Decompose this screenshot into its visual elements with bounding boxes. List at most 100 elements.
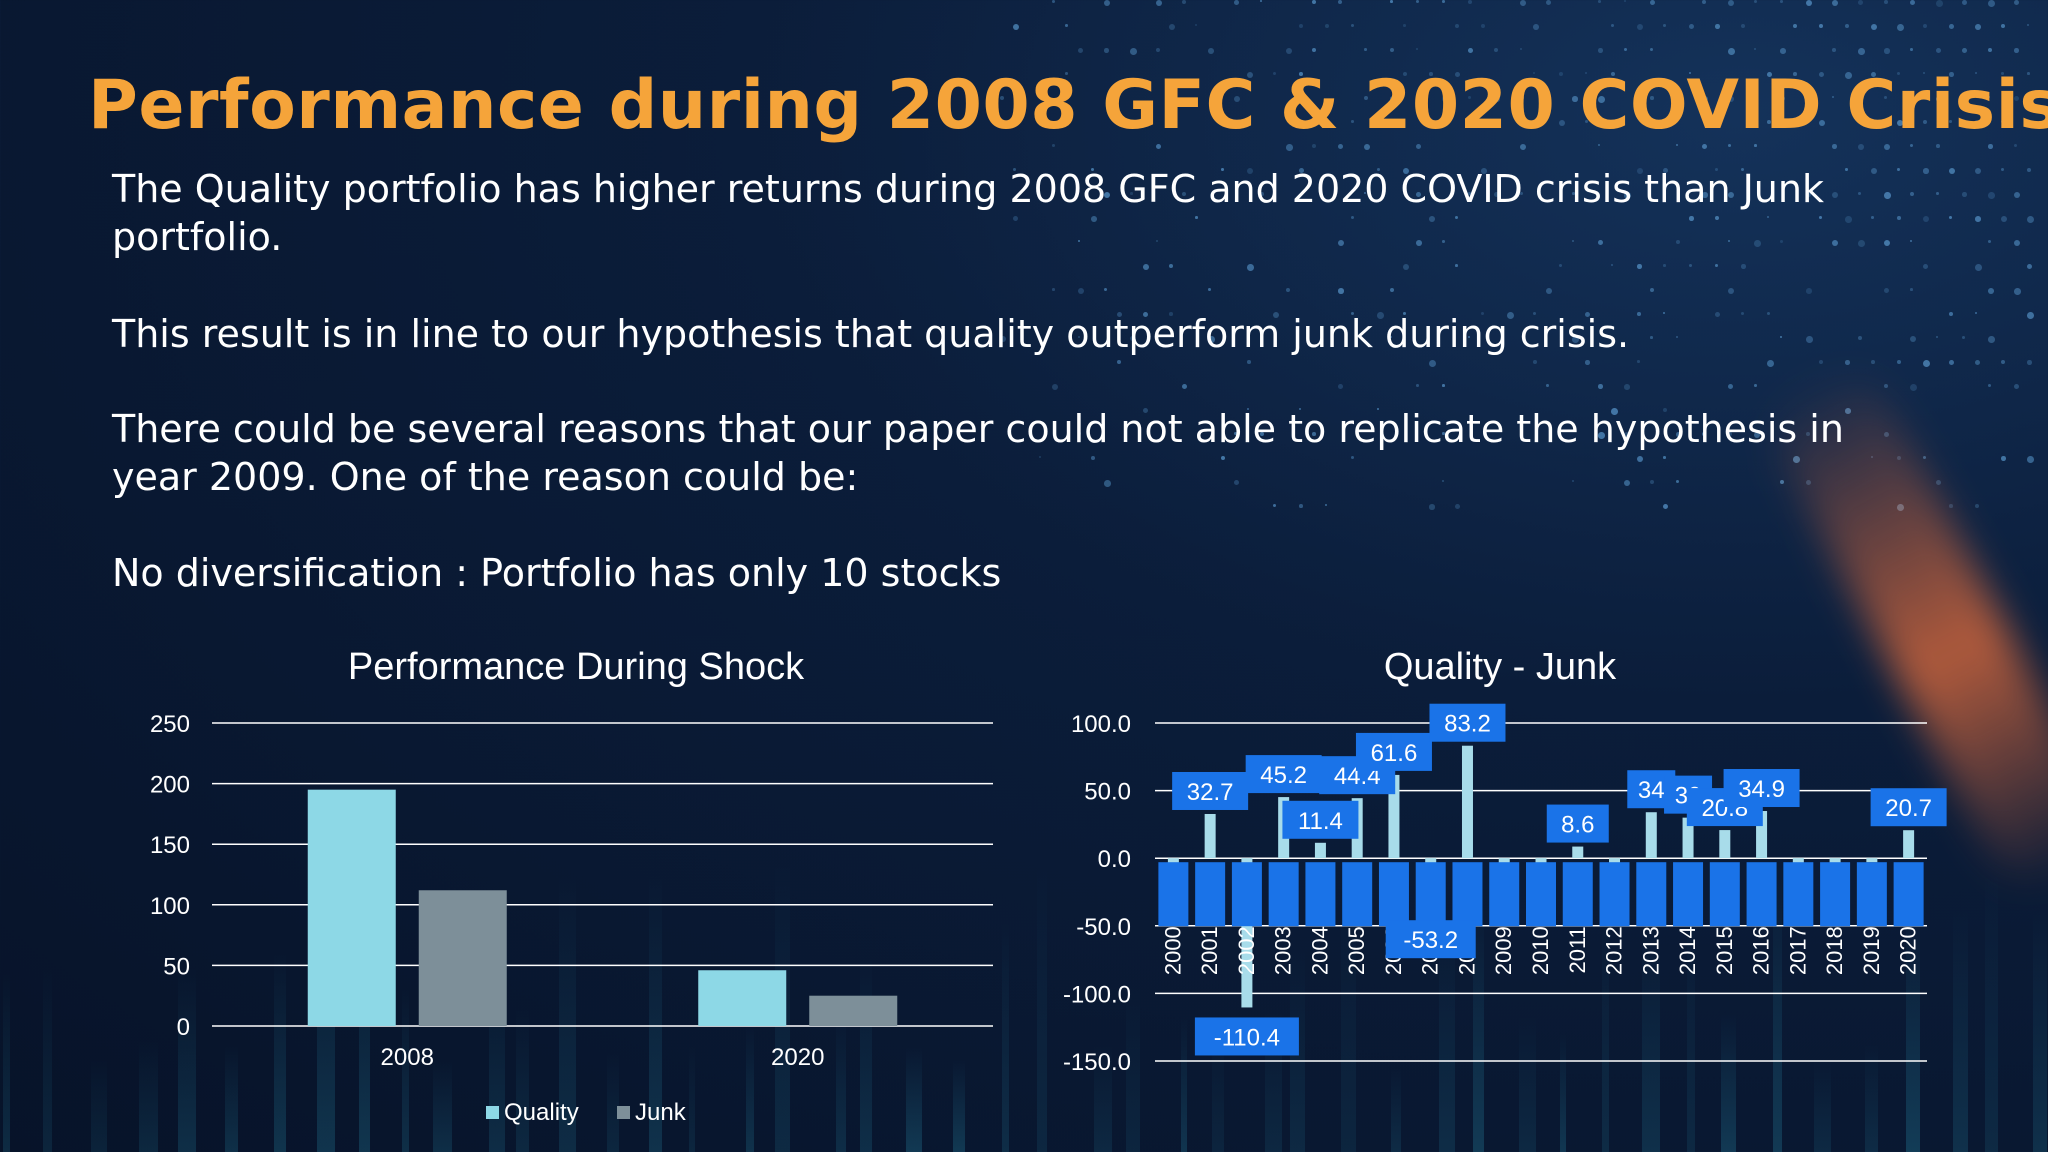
dot-decoration: [1676, 336, 1679, 339]
dot-decoration: [2014, 192, 2021, 199]
dot-decoration: [1650, 288, 1655, 293]
dot-decoration: [1988, 48, 1992, 52]
streak-decoration: [1519, 1016, 1536, 1152]
dot-decoration: [1286, 48, 1293, 55]
dot-decoration: [1338, 288, 1344, 294]
dot-decoration: [1299, 24, 1304, 29]
dot-decoration: [1923, 216, 1930, 223]
dot-decoration: [1858, 48, 1865, 55]
x-tick-label-box: [1599, 862, 1630, 927]
data-label-box: [1172, 771, 1249, 810]
dot-decoration: [1468, 96, 1472, 100]
dot-decoration: [1455, 216, 1459, 220]
x-tick-label-box: [1378, 862, 1409, 927]
dot-decoration: [1780, 0, 1783, 3]
dot-decoration: [1013, 120, 1016, 123]
data-label: 34: [1638, 777, 1665, 804]
dot-decoration: [1351, 312, 1355, 316]
y-tick-labels: 100.0 50.0 0.0 -50.0 -100.0 -150.0: [1063, 711, 1131, 1076]
dot-decoration: [1624, 480, 1631, 487]
dot-decoration: [2001, 72, 2004, 75]
data-label-box: [1355, 732, 1432, 771]
dot-decoration: [1975, 168, 1982, 175]
dot-decoration: [1923, 360, 1930, 367]
dot-decoration: [1949, 72, 1954, 77]
dot-decoration: [1104, 480, 1111, 487]
dot-decoration: [1858, 0, 1863, 5]
dot-decoration: [1585, 360, 1590, 365]
streak-decoration: [1906, 907, 1920, 1152]
dot-decoration: [1208, 48, 1214, 54]
dot-decoration: [1416, 0, 1420, 4]
dot-decoration: [1221, 168, 1224, 171]
y-tick-label: 250: [150, 711, 190, 738]
dot-decoration: [1689, 264, 1692, 267]
dot-decoration: [1065, 72, 1068, 75]
dot-decoration: [1715, 264, 1718, 267]
x-tick-label-box: [1562, 862, 1593, 927]
dot-decoration: [1806, 192, 1811, 197]
dot-decoration: [1416, 240, 1422, 246]
dot-decoration: [1754, 144, 1757, 147]
dot-decoration: [1624, 192, 1631, 199]
streak-decoration: [1642, 925, 1660, 1152]
dot-decoration: [1312, 48, 1317, 53]
dot-decoration: [2014, 0, 2019, 5]
dot-decoration: [1455, 504, 1460, 509]
dot-decoration: [1962, 192, 1967, 197]
dot-decoration: [1754, 48, 1757, 51]
dot-decoration: [1624, 0, 1627, 3]
streak-decoration: [3, 972, 10, 1152]
dot-decoration: [1845, 360, 1850, 365]
x-tick-label: 2001: [1197, 926, 1222, 975]
dot-decoration: [1884, 48, 1890, 54]
dot-decoration: [1897, 24, 1904, 31]
dot-decoration: [1650, 96, 1654, 100]
dot-decoration: [1520, 96, 1525, 101]
y-tick-label: -50.0: [1076, 914, 1131, 941]
dot-decoration: [1715, 24, 1720, 29]
dot-decoration: [1936, 480, 1942, 486]
dot-decoration: [2027, 168, 2032, 173]
dot-decoration: [1975, 312, 1978, 315]
dot-decoration: [1923, 24, 1928, 29]
dot-decoration: [1091, 456, 1095, 460]
dot-decoration: [1234, 432, 1237, 435]
streak-decoration: [906, 1047, 923, 1152]
dot-decoration: [1962, 96, 1969, 103]
dot-decoration: [1806, 288, 1812, 294]
dot-decoration: [2027, 24, 2030, 27]
dot-decoration: [1182, 192, 1187, 197]
dot-decoration: [1052, 0, 1056, 4]
bar-quality-2008: [307, 789, 396, 1026]
dot-decoration: [1052, 144, 1055, 147]
dot-decoration: [1377, 312, 1384, 319]
dot-decoration: [1949, 168, 1955, 174]
dot-decoration: [1078, 240, 1081, 243]
data-labels: 32.7-110.445.211.444.461.6-53.283.28.634…: [1172, 703, 1947, 1056]
x-tick-group: 2003: [1268, 862, 1299, 975]
dot-decoration: [1910, 336, 1917, 343]
dot-decoration: [1520, 0, 1527, 7]
dot-decoration: [1598, 240, 1603, 245]
streak-decoration: [1037, 865, 1048, 1152]
x-tick-label-box: [1893, 862, 1924, 927]
dot-decoration: [1936, 96, 1942, 102]
data-label: 34.9: [1738, 776, 1785, 803]
dot-decoration: [1780, 240, 1784, 244]
streak-decoration: [178, 967, 196, 1152]
dot-decoration: [1715, 168, 1719, 172]
dot-decoration: [1819, 120, 1826, 127]
dot-decoration: [1533, 24, 1539, 30]
dot-decoration: [1988, 336, 1995, 343]
dot-decoration: [1572, 336, 1579, 343]
dot-decoration: [1312, 0, 1317, 5]
dot-decoration: [1520, 144, 1527, 151]
dot-decoration: [1936, 144, 1940, 148]
dot-decoration: [1468, 336, 1471, 339]
dot-decoration: [1013, 24, 1019, 30]
dot-decoration: [1546, 0, 1551, 5]
dot-decoration: [1702, 192, 1708, 198]
dot-decoration: [1247, 408, 1250, 411]
dot-decoration: [1949, 504, 1953, 508]
